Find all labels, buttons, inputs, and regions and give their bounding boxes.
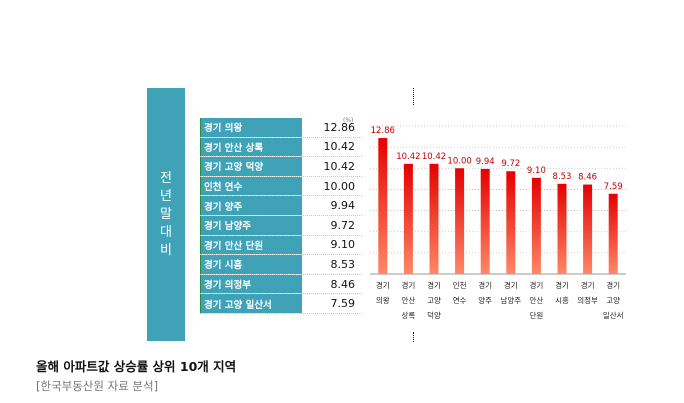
bar bbox=[583, 184, 593, 274]
x-tick-label: 경기 bbox=[376, 280, 390, 290]
region-value: 12.86 bbox=[323, 120, 356, 134]
data-label: 10.00 bbox=[447, 156, 471, 166]
x-tick-label: 경기 bbox=[529, 280, 543, 290]
x-tick-label: 의왕 bbox=[376, 295, 390, 305]
region-name: 경기 양주 bbox=[200, 196, 302, 215]
x-tick-label: 시흥 bbox=[555, 295, 569, 305]
x-tick-label: 경기 bbox=[401, 280, 415, 290]
region-value: 8.46 bbox=[330, 277, 356, 291]
x-tick-label: 고양 bbox=[606, 296, 620, 305]
region-value: 10.42 bbox=[323, 140, 356, 154]
table-row: 인천 연수 10.00 bbox=[200, 176, 362, 197]
side-label: 전년말대비 bbox=[160, 170, 172, 258]
data-label: 7.59 bbox=[604, 182, 623, 192]
table-row: 경기 남양주 9.72 bbox=[200, 215, 362, 236]
data-label: 8.46 bbox=[578, 173, 597, 183]
x-tick-label: 단원 bbox=[529, 310, 543, 320]
region-value: 10.00 bbox=[323, 179, 356, 193]
region-name: 경기 의왕 bbox=[200, 118, 302, 137]
data-label: 9.10 bbox=[527, 166, 546, 176]
region-value: 9.10 bbox=[330, 238, 356, 252]
data-label: 8.53 bbox=[553, 172, 572, 182]
unit-label: (%) bbox=[343, 117, 354, 124]
region-value: 8.53 bbox=[330, 257, 356, 271]
x-tick-label: 경기 bbox=[427, 280, 441, 290]
x-tick-label: 안산 bbox=[529, 295, 543, 305]
x-tick-label: 경기 bbox=[555, 280, 569, 290]
table-row: 경기 양주 9.94 bbox=[200, 196, 362, 216]
x-tick-label: 경기 bbox=[581, 280, 595, 290]
x-tick-label: 남양주 bbox=[500, 296, 521, 305]
table-row: 경기 의왕 12.86 bbox=[200, 118, 362, 138]
region-name: 경기 고양 덕양 bbox=[200, 157, 302, 176]
x-tick-label: 연수 bbox=[453, 296, 467, 305]
bar bbox=[608, 193, 618, 274]
region-name: 경기 안산 단원 bbox=[200, 235, 302, 255]
bar bbox=[378, 138, 388, 274]
x-tick-label: 경기 bbox=[606, 280, 620, 290]
bar bbox=[480, 168, 490, 274]
bar bbox=[455, 168, 465, 274]
bar bbox=[403, 163, 413, 274]
x-tick-label: 일산서 bbox=[603, 310, 624, 320]
data-label: 9.72 bbox=[501, 159, 520, 169]
data-label: 9.94 bbox=[476, 157, 495, 167]
data-label: 10.42 bbox=[422, 152, 446, 162]
x-tick-label: 덕양 bbox=[427, 310, 441, 320]
region-name: 경기 시흥 bbox=[200, 255, 302, 274]
bar bbox=[557, 183, 567, 274]
region-value: 9.72 bbox=[330, 218, 356, 232]
data-label: 12.86 bbox=[371, 126, 395, 136]
x-tick-label: 인천 bbox=[453, 280, 467, 290]
region-name: 경기 남양주 bbox=[200, 215, 302, 235]
data-label: 10.42 bbox=[396, 152, 420, 162]
caption-title: 올해 아파트값 상승률 상위 10개 지역 bbox=[36, 359, 237, 374]
table-row: 경기 시흥 8.53 bbox=[200, 255, 362, 275]
region-value: 7.59 bbox=[330, 297, 356, 311]
x-tick-label: 고양 bbox=[427, 296, 441, 305]
bar bbox=[506, 171, 516, 274]
table-row: 경기 안산 단원 9.10 bbox=[200, 235, 362, 256]
region-value: 9.94 bbox=[330, 199, 356, 213]
bar bbox=[531, 177, 541, 274]
x-tick-label: 상록 bbox=[401, 310, 415, 320]
x-tick-label: 경기 bbox=[478, 280, 492, 290]
region-name: 경기 고양 일산서 bbox=[200, 294, 302, 313]
region-name: 경기 안산 상록 bbox=[200, 137, 302, 157]
region-name: 인천 연수 bbox=[200, 176, 302, 196]
side-label-box: 전년말대비 bbox=[147, 88, 185, 341]
table-row: 경기 고양 일산서 7.59 bbox=[200, 294, 362, 314]
value-table: 경기 의왕 12.86 경기 안산 상록 10.42 경기 고양 덕양 10.42 인천 연… bbox=[200, 118, 362, 314]
region-name: 경기 의정부 bbox=[200, 274, 302, 294]
table-row: 경기 고양 덕양 10.42 bbox=[200, 157, 362, 177]
table-row: 경기 안산 상록 10.42 bbox=[200, 137, 362, 158]
x-tick-label: 양주 bbox=[478, 296, 492, 305]
x-tick-label: 경기 bbox=[504, 280, 518, 290]
bottom-tick-mark bbox=[413, 332, 415, 342]
top-tick-mark bbox=[413, 88, 415, 105]
x-tick-label: 안산 bbox=[401, 295, 415, 305]
bar bbox=[429, 163, 439, 274]
caption-source: [한국부동산원 자료 분석] bbox=[36, 379, 159, 393]
region-value: 10.42 bbox=[323, 159, 356, 173]
table-row: 경기 의정부 8.46 bbox=[200, 274, 362, 295]
x-tick-label: 의정부 bbox=[577, 295, 598, 305]
